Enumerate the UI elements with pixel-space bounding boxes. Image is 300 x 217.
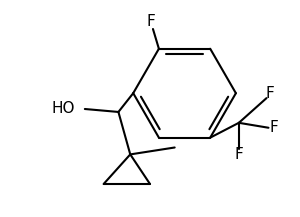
Text: F: F <box>265 86 274 101</box>
Text: F: F <box>269 120 278 135</box>
Text: F: F <box>235 147 243 162</box>
Text: HO: HO <box>51 100 75 115</box>
Text: F: F <box>147 14 155 29</box>
